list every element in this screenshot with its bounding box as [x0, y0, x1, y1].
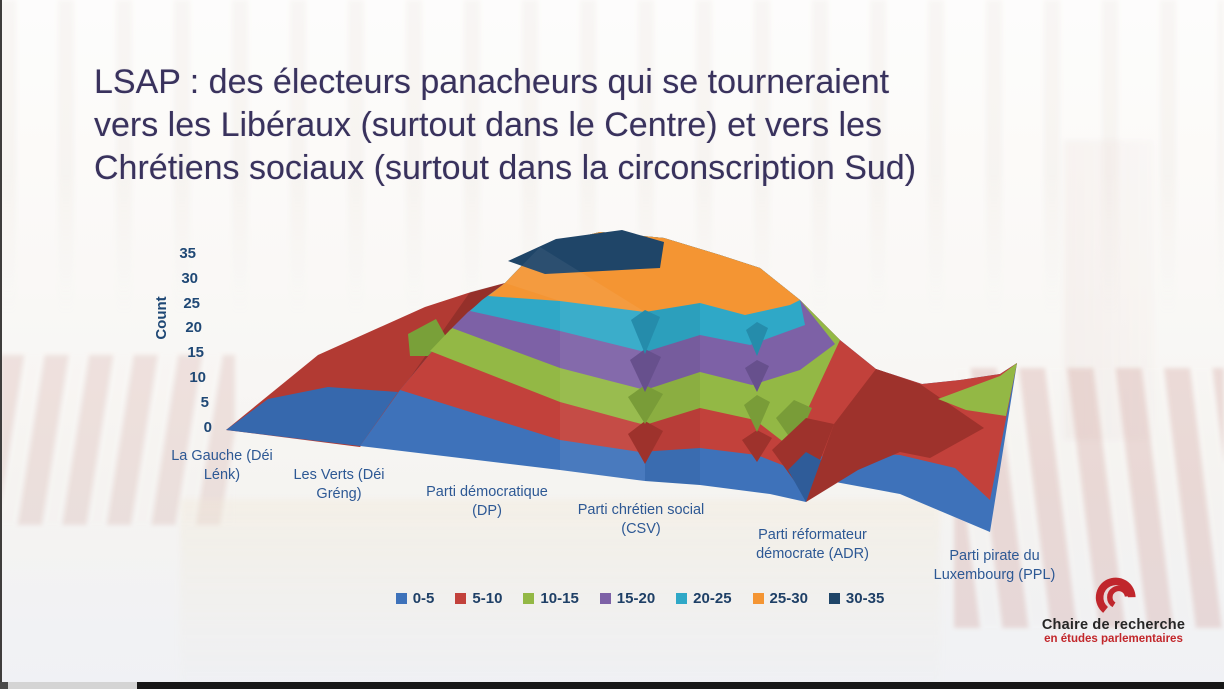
x-label-csv: Parti chrétien social (CSV) [577, 502, 705, 537]
legend-item-5-10: 5-10 [455, 590, 502, 607]
logo-subtitle: en études parlementaires [1044, 633, 1183, 645]
title-line-3: Chrétiens sociaux (surtout dans la circo… [94, 149, 917, 188]
legend-label: 15-20 [616, 590, 656, 607]
surface-adr-valley-ppl-ridge [772, 363, 1017, 502]
background-curtain-right [1064, 140, 1154, 440]
y-tick: 5 [200, 394, 209, 411]
y-tick: 0 [203, 419, 212, 436]
title-line-2: vers les Libéraux (surtout dans le Centr… [94, 105, 883, 144]
logo-title: Chaire de recherche [1041, 617, 1186, 633]
crescent-logo-icon [1095, 577, 1136, 613]
y-tick: 15 [187, 344, 204, 361]
surface-notch-mid [742, 322, 772, 462]
legend-item-10-15: 10-15 [523, 590, 579, 607]
chart-legend: 0-5 5-10 10-15 15-20 20-25 25-30 30-35 [260, 590, 1020, 607]
x-label-la-gauche: La Gauche (Déi Lénk) [171, 448, 273, 483]
legend-item-25-30: 25-30 [752, 590, 808, 607]
legend-label: 25-30 [769, 590, 808, 607]
legend-swatch-icon [676, 593, 688, 604]
slide-title: LSAP : des électeurs panacheurs qui se t… [94, 61, 1104, 191]
legend-item-30-35: 30-35 [828, 590, 885, 607]
legend-item-0-5: 0-5 [395, 590, 435, 607]
y-tick: 30 [181, 270, 198, 287]
player-progress-segment [8, 682, 137, 689]
y-tick: 25 [183, 295, 200, 312]
legend-item-20-25: 20-25 [676, 590, 732, 607]
player-progress-bar[interactable] [0, 682, 1224, 689]
legend-swatch-icon [455, 593, 467, 604]
player-progress-start-segment [0, 682, 8, 689]
title-line-1: LSAP : des électeurs panacheurs qui se t… [94, 62, 890, 101]
legend-item-15-20: 15-20 [599, 590, 656, 607]
x-label-adr: Parti réformateur démocrate (ADR) [756, 527, 869, 562]
legend-label: 0-5 [412, 590, 435, 607]
legend-swatch-icon [523, 593, 535, 604]
surface-notch-csv [628, 310, 663, 464]
background-desk [180, 499, 940, 689]
x-label-dp: Parti démocratique (DP) [426, 484, 548, 519]
legend-swatch-icon [395, 593, 407, 604]
left-edge-line [0, 0, 2, 689]
x-label-ppl: Parti pirate du Luxembourg (PPL) [933, 548, 1056, 583]
background-chairs-left [0, 355, 235, 525]
legend-swatch-icon [828, 593, 840, 604]
legend-label: 5-10 [472, 590, 503, 607]
legend-swatch-icon [599, 593, 611, 604]
legend-label: 20-25 [693, 590, 732, 607]
legend-label: 10-15 [540, 590, 579, 607]
y-tick: 10 [189, 369, 206, 386]
x-label-les-verts: Les Verts (Déi Gréng) [293, 467, 385, 502]
legend-swatch-icon [752, 593, 764, 604]
y-tick: 20 [185, 319, 202, 336]
legend-label: 30-35 [845, 590, 885, 607]
chaire-logo: Chaire de recherche en études parlementa… [1021, 571, 1206, 645]
y-tick: 35 [179, 245, 196, 262]
